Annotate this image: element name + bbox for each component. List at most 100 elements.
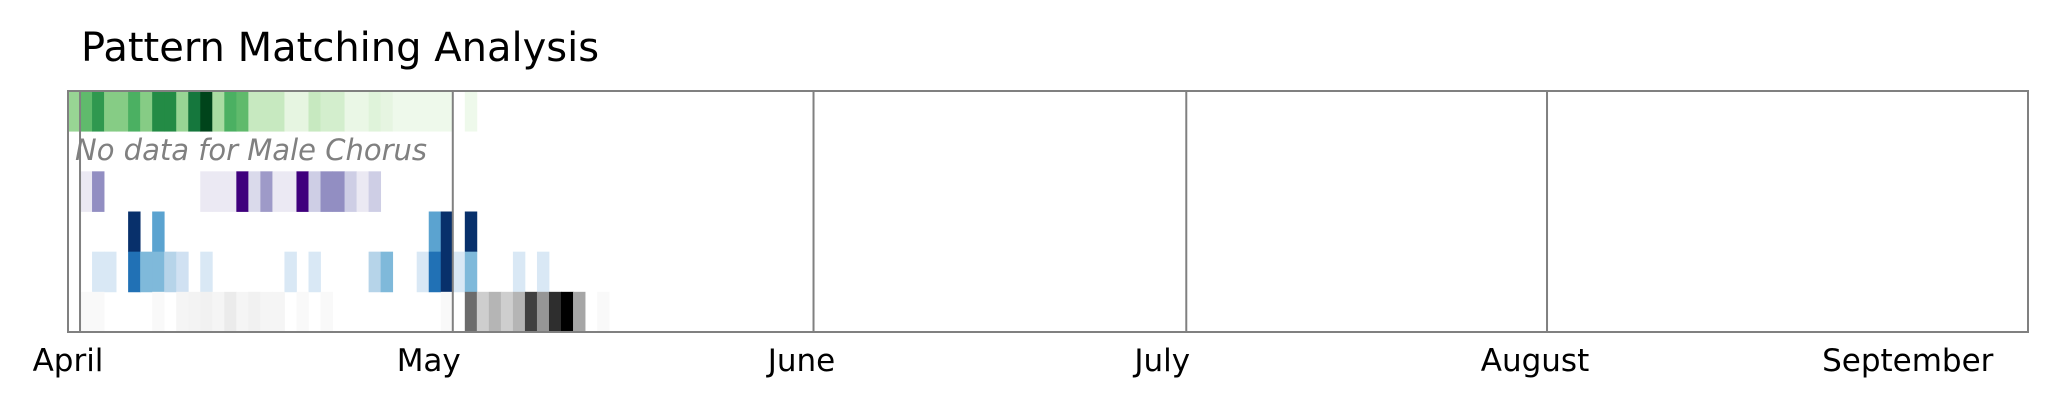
heatmap-cell bbox=[428, 211, 442, 253]
heatmap-cell bbox=[104, 251, 117, 293]
heatmap-cell bbox=[200, 171, 213, 212]
heatmap-cell bbox=[597, 291, 610, 333]
heatmap-cell bbox=[128, 211, 141, 253]
heatmap-cell bbox=[104, 91, 117, 132]
heatmap-cell bbox=[80, 291, 93, 333]
heatmap-cell bbox=[320, 171, 333, 212]
heatmap-cell bbox=[164, 251, 177, 293]
heatmap-cell bbox=[212, 291, 225, 333]
heatmap-cell bbox=[368, 91, 382, 132]
row-note: No data for Male Chorus bbox=[75, 133, 427, 167]
x-tick-label: September bbox=[1822, 343, 1994, 379]
heatmap-cell bbox=[152, 251, 165, 293]
heatmap-cell bbox=[440, 291, 454, 333]
chart-title: Pattern Matching Analysis bbox=[81, 25, 599, 71]
heatmap-cell bbox=[116, 91, 129, 132]
heatmap-cell bbox=[284, 251, 297, 293]
heatmap-cell bbox=[320, 291, 333, 333]
heatmap-cell bbox=[164, 91, 177, 132]
heatmap-cell bbox=[248, 171, 261, 212]
heatmap-cell bbox=[68, 91, 81, 132]
heatmap-cell bbox=[344, 91, 357, 132]
heatmap-cell bbox=[152, 91, 165, 132]
heatmap-cell bbox=[440, 211, 454, 253]
heatmap-cell bbox=[524, 291, 538, 333]
heatmap-cell bbox=[488, 291, 502, 333]
heatmap-cell bbox=[452, 251, 466, 293]
heatmap-cell bbox=[236, 291, 249, 333]
heatmap-cell bbox=[176, 291, 189, 333]
heatmap-cell bbox=[332, 91, 345, 132]
heatmap-cell bbox=[296, 171, 309, 212]
heatmap-cell bbox=[548, 291, 562, 333]
heatmap-cell bbox=[416, 91, 430, 132]
heatmap-cell bbox=[248, 91, 261, 132]
heatmap-cell bbox=[272, 291, 285, 333]
heatmap-cell bbox=[92, 251, 105, 293]
heatmap-cell bbox=[356, 91, 370, 132]
heatmap-cell bbox=[236, 171, 249, 212]
heatmap-cell bbox=[404, 91, 418, 132]
heatmap-cell bbox=[200, 291, 213, 333]
x-tick-label: August bbox=[1481, 343, 1590, 379]
heatmap-cell bbox=[128, 251, 141, 293]
heatmap-cell bbox=[176, 91, 189, 132]
heatmap-cell bbox=[152, 291, 165, 333]
heatmap-cell bbox=[80, 171, 93, 212]
heatmap-cell bbox=[464, 91, 478, 132]
x-tick-label: June bbox=[766, 343, 836, 379]
heatmap-cell bbox=[344, 171, 357, 212]
heatmap-cell bbox=[536, 291, 550, 333]
heatmap-cell bbox=[368, 171, 382, 212]
heatmap-cell bbox=[380, 91, 394, 132]
heatmap-cell bbox=[573, 291, 586, 333]
heatmap-cell bbox=[80, 91, 93, 132]
x-tick-label: May bbox=[397, 343, 461, 379]
heatmap-cell bbox=[200, 91, 213, 132]
heatmap-cell bbox=[356, 171, 370, 212]
heatmap-cell bbox=[440, 91, 454, 132]
heatmap-cell bbox=[500, 291, 514, 333]
heatmap-cell bbox=[512, 291, 526, 333]
x-axis: April May June July August September bbox=[33, 343, 1994, 379]
heatmap-cell bbox=[296, 91, 309, 132]
heatmap-cell bbox=[92, 291, 105, 333]
heatmap-cell bbox=[128, 91, 141, 132]
heatmap-cell bbox=[284, 171, 297, 212]
heatmap-cell bbox=[416, 251, 430, 293]
heatmap-cell bbox=[176, 251, 189, 293]
heatmap-cell bbox=[224, 291, 237, 333]
heatmap-cell bbox=[212, 171, 225, 212]
heatmap-cell bbox=[440, 251, 454, 293]
heatmap-cell bbox=[464, 291, 478, 333]
heatmap-cells bbox=[68, 91, 610, 333]
heatmap-cell bbox=[536, 251, 550, 293]
heatmap-cell bbox=[380, 251, 394, 293]
heatmap-cell bbox=[260, 171, 273, 212]
heatmap-cell bbox=[200, 251, 213, 293]
heatmap-cell bbox=[464, 251, 478, 293]
heatmap-cell bbox=[308, 171, 321, 212]
heatmap-cell bbox=[368, 251, 382, 293]
heatmap-cell bbox=[140, 91, 153, 132]
row-notes: No data for Male Chorus bbox=[75, 133, 427, 167]
heatmap-cell bbox=[284, 91, 297, 132]
heatmap-cell bbox=[320, 91, 333, 132]
heatmap-cell bbox=[236, 91, 249, 132]
heatmap-cell bbox=[272, 171, 285, 212]
heatmap-cell bbox=[296, 291, 309, 333]
heatmap-cell bbox=[561, 291, 574, 333]
heatmap-cell bbox=[188, 91, 201, 132]
heatmap-cell bbox=[260, 91, 273, 132]
heatmap-cell bbox=[248, 291, 261, 333]
heatmap-cell bbox=[92, 171, 105, 212]
x-tick-label: April bbox=[33, 343, 104, 379]
heatmap-cell bbox=[428, 251, 442, 293]
plot-frame bbox=[67, 90, 2029, 333]
heatmap-cell bbox=[224, 171, 237, 212]
heatmap-cell bbox=[272, 91, 285, 132]
heatmap-cell bbox=[428, 91, 442, 132]
heatmap-cell bbox=[212, 91, 225, 132]
heatmap-cell bbox=[308, 251, 321, 293]
